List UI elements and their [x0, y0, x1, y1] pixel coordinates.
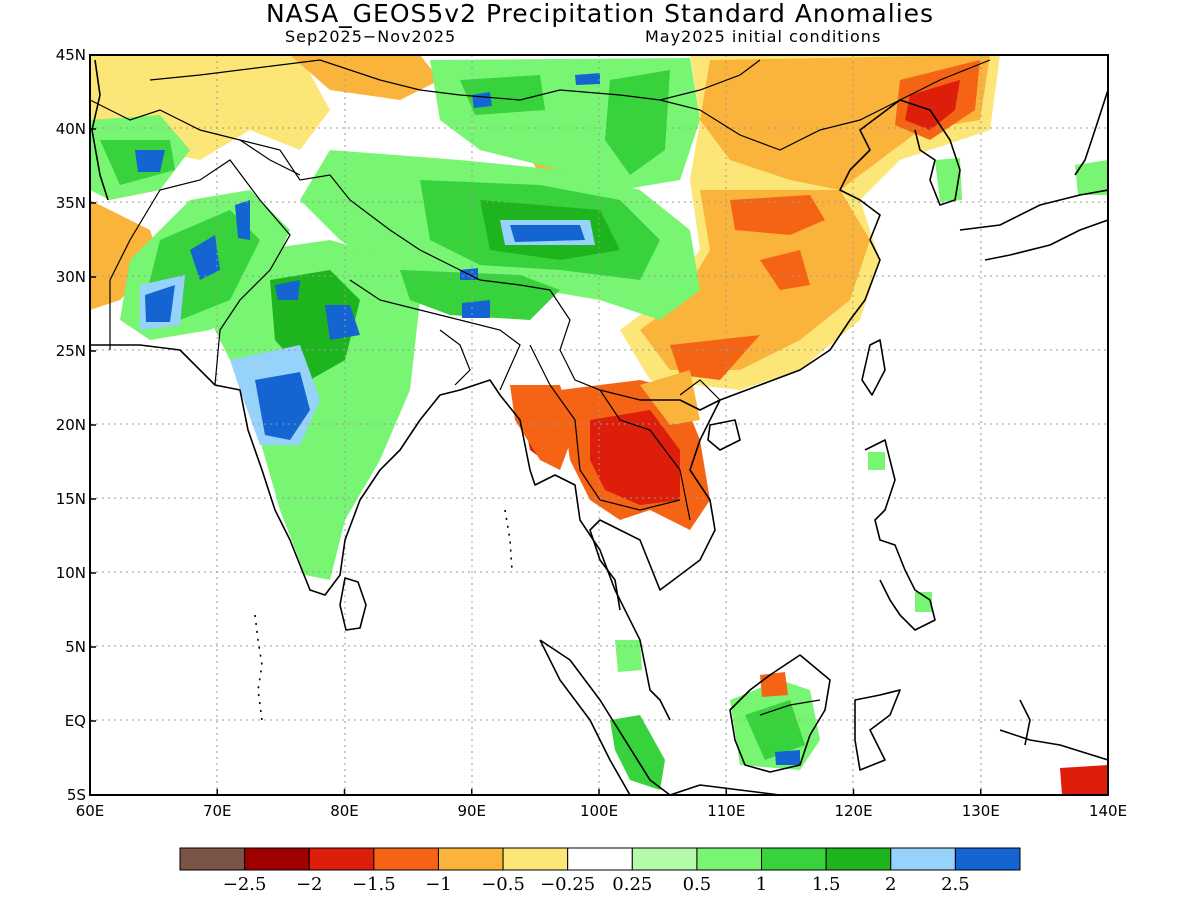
- anomaly-patch-very-dry-indochina: [590, 410, 680, 505]
- anomaly-patch-extreme-wet-india: [255, 372, 310, 440]
- colorbar-label: −2.5: [223, 874, 267, 895]
- anomaly-field: [90, 55, 1108, 795]
- map-gridlines: [90, 55, 1108, 795]
- colorbar-label: 0.25: [612, 874, 652, 895]
- country-borders: [90, 59, 991, 716]
- anomaly-patch-dry-laos: [640, 370, 700, 425]
- colorbar-swatch: [308, 847, 375, 871]
- colorbar-swatch: [631, 847, 698, 871]
- colorbar-label: 2: [885, 874, 896, 895]
- anomaly-patch-dry-borneo: [760, 672, 788, 697]
- colorbar-swatch: [244, 847, 310, 871]
- colorbar-swatch: [761, 847, 827, 871]
- colorbar-label: 1.5: [812, 874, 841, 895]
- lon-tick-label: 140E: [1089, 802, 1127, 820]
- anomaly-patch-wet-himalaya: [400, 270, 560, 320]
- anomaly-patch-dry-iran: [90, 200, 160, 310]
- anomaly-patch-dry-central-china: [730, 195, 825, 235]
- colorbar-swatch: [179, 847, 246, 871]
- anomaly-patch-dry-guangxi: [670, 335, 760, 380]
- anomaly-patch-dry-new-guinea: [1060, 765, 1108, 795]
- lon-tick-label: 70E: [203, 802, 232, 820]
- lat-tick-label: 35N: [56, 194, 86, 212]
- anomaly-patch-wet-sumatra: [610, 715, 665, 790]
- lon-tick-label: 120E: [834, 802, 872, 820]
- colorbar-label: −1.5: [352, 874, 396, 895]
- anomaly-patch-extreme-wet-himalaya: [462, 300, 490, 318]
- anomaly-patch-very-wet-borneo: [775, 750, 800, 765]
- anomaly-patch-wet-mindanao: [915, 592, 932, 612]
- map-title: NASA_GEOS5v2 Precipitation Standard Anom…: [265, 0, 935, 28]
- lon-tick-label: 110E: [707, 802, 745, 820]
- season-subtitle: Sep2025−Nov2025: [285, 27, 457, 46]
- anomaly-patch-wet-korea-south: [935, 158, 962, 202]
- colorbar-swatch: [373, 847, 439, 871]
- anomaly-patch-dry-south-china: [640, 190, 870, 370]
- anomaly-patch-dry-east-china: [760, 250, 810, 290]
- colorbar-label: 2.5: [941, 874, 970, 895]
- lat-tick-label: 10N: [56, 564, 86, 582]
- anomaly-patch-extreme-wet-kashmir: [235, 200, 250, 240]
- lat-tick-label: 30N: [56, 268, 86, 286]
- latitude-axis: 45N 40N 35N 30N 25N 20N 15N 10N 5N EQ 5S: [56, 46, 96, 804]
- lat-tick-label: 40N: [56, 120, 86, 138]
- lat-tick-label: EQ: [65, 712, 86, 730]
- anomaly-patch-wet-japan: [1075, 160, 1108, 195]
- anomaly-patch-extreme-wet-pakistan: [145, 285, 175, 322]
- lon-tick-label: 60E: [76, 802, 105, 820]
- anomaly-patch-dry-north-india: [290, 55, 440, 100]
- colorbar-label: 0.5: [683, 874, 712, 895]
- lat-tick-label: 5N: [65, 638, 86, 656]
- lon-tick-label: 80E: [330, 802, 359, 820]
- lon-tick-label: 90E: [457, 802, 486, 820]
- lon-tick-label: 130E: [962, 802, 1000, 820]
- colorbar-swatch: [890, 847, 956, 871]
- colorbar-label: −0.5: [481, 874, 525, 895]
- colorbar-label: −1: [425, 874, 452, 895]
- colorbar-label: 1: [756, 874, 767, 895]
- anomaly-patch-wet-philippines: [868, 452, 885, 470]
- coastlines: [90, 59, 1108, 795]
- colorbar-swatch: [502, 847, 569, 871]
- anomaly-patch-extreme-wet-india-northwest: [275, 280, 300, 300]
- anomaly-patch-extreme-wet-central-asia: [135, 150, 165, 172]
- lat-tick-label: 5S: [67, 786, 86, 804]
- anomaly-patch-extreme-wet-tibet: [510, 225, 585, 242]
- anomaly-patch-extreme-wet-india-north: [325, 305, 360, 340]
- colorbar-swatch: [696, 847, 763, 871]
- colorbar-swatch: [567, 847, 633, 871]
- lat-tick-label: 45N: [56, 46, 86, 64]
- colorbar: −2.5 −2 −1.5 −1 −0.5 −0.25 0.25 0.5 1 1.5 2 2.5: [179, 847, 1021, 895]
- lat-tick-label: 20N: [56, 416, 86, 434]
- lon-tick-label: 100E: [580, 802, 618, 820]
- anomaly-patch-extreme-wet-pakistan-north: [190, 235, 220, 280]
- colorbar-swatch: [954, 847, 1021, 871]
- lat-tick-label: 25N: [56, 342, 86, 360]
- anomaly-patch-very-dry-korea: [905, 80, 960, 130]
- initial-conditions-subtitle: May2025 initial conditions: [645, 27, 882, 46]
- colorbar-label: −0.25: [540, 874, 595, 895]
- longitude-axis: 60E 70E 80E 90E 100E 110E 120E 130E 140E: [76, 789, 1127, 820]
- lat-tick-label: 15N: [56, 490, 86, 508]
- colorbar-swatch: [825, 847, 892, 871]
- colorbar-swatch: [437, 847, 504, 871]
- anomaly-patch-wet-mongolia-core: [605, 70, 670, 175]
- colorbar-label: −2: [296, 874, 323, 895]
- anomaly-patch-very-wet-mongolia-east: [575, 73, 600, 85]
- anomaly-patch-wet-malaysia: [615, 640, 642, 672]
- anomaly-patch-dry-myanmar: [510, 385, 575, 470]
